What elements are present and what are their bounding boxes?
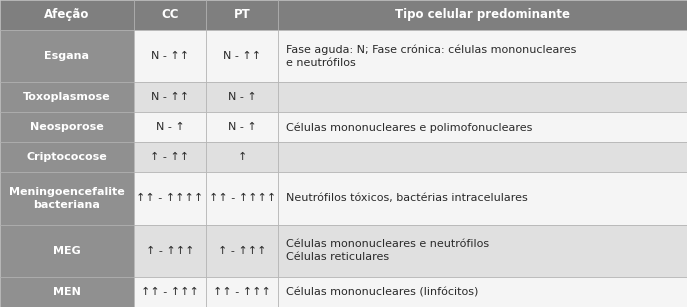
Text: Células mononucleares e polimofonucleares: Células mononucleares e polimofonucleare…: [286, 122, 533, 133]
Text: MEG: MEG: [53, 246, 81, 256]
Bar: [278, 112, 687, 142]
Bar: [278, 225, 687, 277]
Bar: [134, 0, 206, 30]
Text: Afeção: Afeção: [44, 9, 90, 21]
Bar: [134, 225, 206, 277]
Text: Toxoplasmose: Toxoplasmose: [23, 92, 111, 102]
Bar: [206, 172, 278, 225]
Bar: [134, 112, 206, 142]
Text: Fase aguda: N; Fase crónica: células mononucleares
e neutrófilos: Fase aguda: N; Fase crónica: células mon…: [286, 45, 577, 68]
Text: ↑↑ - ↑↑↑: ↑↑ - ↑↑↑: [213, 287, 271, 297]
Text: ↑: ↑: [238, 152, 247, 162]
Text: N - ↑↑: N - ↑↑: [151, 51, 189, 61]
Text: ↑↑ - ↑↑↑: ↑↑ - ↑↑↑: [141, 287, 199, 297]
Bar: [134, 172, 206, 225]
Bar: [278, 82, 687, 112]
Text: Criptococose: Criptococose: [27, 152, 107, 162]
Bar: [0, 142, 134, 172]
Text: N - ↑↑: N - ↑↑: [223, 51, 261, 61]
Bar: [206, 0, 278, 30]
Bar: [134, 277, 206, 307]
Bar: [278, 172, 687, 225]
Text: Neutrófilos tóxicos, bactérias intracelulares: Neutrófilos tóxicos, bactérias intracelu…: [286, 193, 528, 204]
Text: N - ↑↑: N - ↑↑: [151, 92, 189, 102]
Bar: [134, 30, 206, 82]
Text: ↑↑ - ↑↑↑↑: ↑↑ - ↑↑↑↑: [209, 193, 275, 204]
Text: PT: PT: [234, 9, 251, 21]
Bar: [0, 225, 134, 277]
Bar: [278, 0, 687, 30]
Bar: [278, 277, 687, 307]
Text: CC: CC: [161, 9, 179, 21]
Bar: [206, 82, 278, 112]
Text: Tipo celular predominante: Tipo celular predominante: [395, 9, 570, 21]
Text: MEN: MEN: [53, 287, 81, 297]
Bar: [134, 142, 206, 172]
Text: N - ↑: N - ↑: [156, 122, 184, 132]
Text: N - ↑: N - ↑: [228, 92, 256, 102]
Text: Esgana: Esgana: [45, 51, 89, 61]
Bar: [206, 30, 278, 82]
Text: Células mononucleares (linfócitos): Células mononucleares (linfócitos): [286, 287, 479, 297]
Text: Neosporose: Neosporose: [30, 122, 104, 132]
Text: ↑ - ↑↑: ↑ - ↑↑: [150, 152, 190, 162]
Bar: [0, 172, 134, 225]
Bar: [206, 112, 278, 142]
Bar: [206, 142, 278, 172]
Bar: [0, 277, 134, 307]
Bar: [0, 82, 134, 112]
Bar: [0, 0, 134, 30]
Text: Células mononucleares e neutrófilos
Células reticulares: Células mononucleares e neutrófilos Célu…: [286, 239, 490, 262]
Text: ↑↑ - ↑↑↑↑: ↑↑ - ↑↑↑↑: [137, 193, 203, 204]
Bar: [278, 142, 687, 172]
Bar: [278, 30, 687, 82]
Bar: [134, 82, 206, 112]
Bar: [0, 112, 134, 142]
Text: ↑ - ↑↑↑: ↑ - ↑↑↑: [218, 246, 267, 256]
Text: N - ↑: N - ↑: [228, 122, 256, 132]
Bar: [0, 30, 134, 82]
Text: ↑ - ↑↑↑: ↑ - ↑↑↑: [146, 246, 194, 256]
Bar: [206, 225, 278, 277]
Bar: [206, 277, 278, 307]
Text: Meningoencefalite
bacteriana: Meningoencefalite bacteriana: [9, 187, 125, 210]
